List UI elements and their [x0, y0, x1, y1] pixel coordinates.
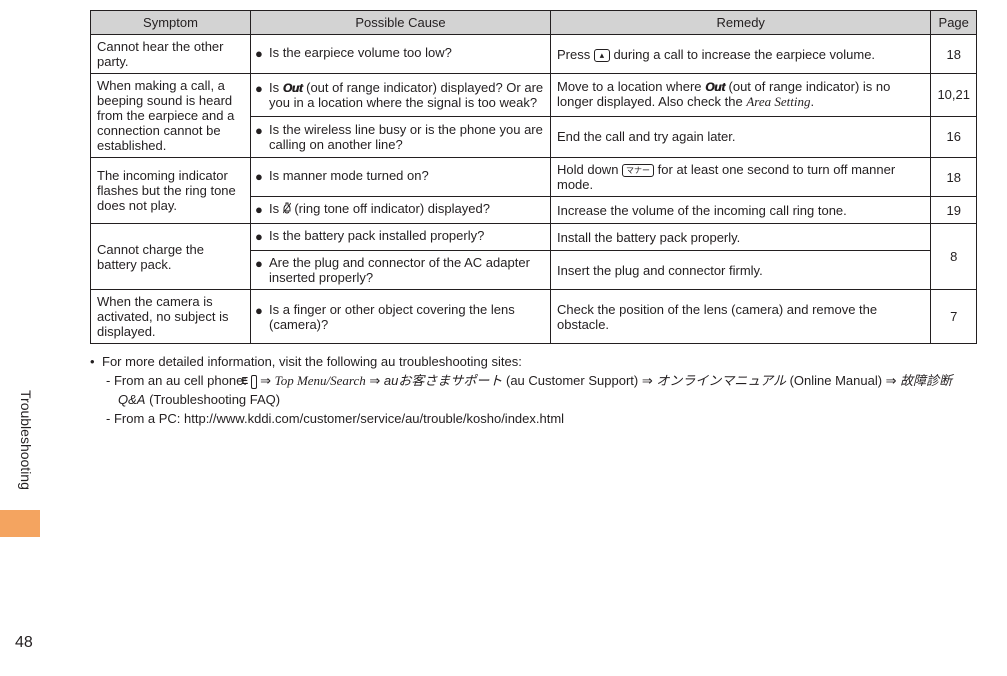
- table-row: When the camera is activated, no subject…: [91, 290, 977, 344]
- cause-cell: ●Are the plug and connector of the AC ad…: [251, 251, 551, 290]
- table-header-row: Symptom Possible Cause Remedy Page: [91, 11, 977, 35]
- page-number: 48: [15, 634, 33, 652]
- page-cell: 8: [931, 224, 977, 290]
- remedy-cell: Install the battery pack properly.: [551, 224, 931, 251]
- notes-line-pc: - From a PC: http://www.kddi.com/custome…: [90, 409, 977, 428]
- page-cell: 16: [931, 116, 977, 157]
- remedy-cell: Press ▴ during a call to increase the ea…: [551, 35, 931, 74]
- cause-cell: ●Is Out (out of range indicator) display…: [251, 74, 551, 117]
- ring-off-icon: [283, 202, 291, 214]
- cause-cell: ●Is the earpiece volume too low?: [251, 35, 551, 74]
- page-cell: 18: [931, 35, 977, 74]
- page-cell: 10,21: [931, 74, 977, 117]
- symptom-cell: The incoming indicator flashes but the r…: [91, 158, 251, 224]
- header-cause: Possible Cause: [251, 11, 551, 35]
- table-row: When making a call, a beeping sound is h…: [91, 74, 977, 117]
- header-page: Page: [931, 11, 977, 35]
- notes-line-phone: - From an au cell phone: E ⇒ Top Menu/Se…: [90, 371, 977, 409]
- manner-key-icon: マナー: [622, 164, 654, 177]
- notes-section: •For more detailed information, visit th…: [90, 352, 977, 428]
- remedy-cell: Hold down マナー for at least one second to…: [551, 158, 931, 197]
- cause-cell: ●Is the battery pack installed properly?: [251, 224, 551, 251]
- remedy-cell: Check the position of the lens (camera) …: [551, 290, 931, 344]
- remedy-cell: Move to a location where Out (out of ran…: [551, 74, 931, 117]
- troubleshooting-table: Symptom Possible Cause Remedy Page Canno…: [90, 10, 977, 344]
- remedy-cell: Increase the volume of the incoming call…: [551, 197, 931, 224]
- table-row: Cannot hear the other party. ●Is the ear…: [91, 35, 977, 74]
- cause-cell: ●Is the wireless line busy or is the pho…: [251, 116, 551, 157]
- notes-lead: For more detailed information, visit the…: [102, 354, 522, 369]
- remedy-cell: End the call and try again later.: [551, 116, 931, 157]
- up-key-icon: ▴: [594, 49, 610, 62]
- cause-cell: ●Is (ring tone off indicator) displayed?: [251, 197, 551, 224]
- cause-cell: ●Is manner mode turned on?: [251, 158, 551, 197]
- symptom-cell: When the camera is activated, no subject…: [91, 290, 251, 344]
- remedy-cell: Insert the plug and connector firmly.: [551, 251, 931, 290]
- table-row: The incoming indicator flashes but the r…: [91, 158, 977, 197]
- page-cell: 19: [931, 197, 977, 224]
- symptom-cell: When making a call, a beeping sound is h…: [91, 74, 251, 158]
- out-icon: Out: [705, 80, 725, 94]
- page-cell: 7: [931, 290, 977, 344]
- header-remedy: Remedy: [551, 11, 931, 35]
- symptom-cell: Cannot hear the other party.: [91, 35, 251, 74]
- header-symptom: Symptom: [91, 11, 251, 35]
- table-row: Cannot charge the battery pack. ●Is the …: [91, 224, 977, 251]
- side-section-label: Troubleshooting: [18, 390, 34, 490]
- symptom-cell: Cannot charge the battery pack.: [91, 224, 251, 290]
- cause-cell: ●Is a finger or other object covering th…: [251, 290, 551, 344]
- out-icon: Out: [283, 81, 303, 95]
- side-tab-marker: [0, 510, 40, 537]
- page-cell: 18: [931, 158, 977, 197]
